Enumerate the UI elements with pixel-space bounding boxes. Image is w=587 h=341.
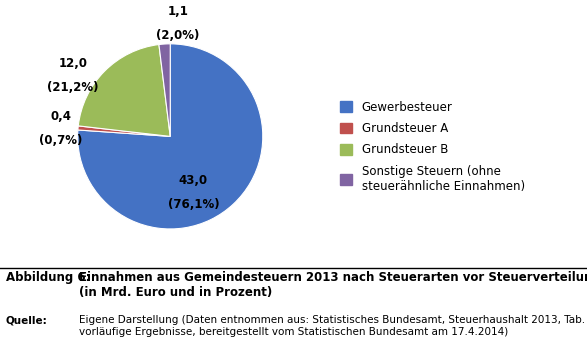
Text: (21,2%): (21,2%)	[48, 81, 99, 94]
Text: Eigene Darstellung (Daten entnommen aus: Statistisches Bundesamt, Steuerhaushalt: Eigene Darstellung (Daten entnommen aus:…	[79, 315, 587, 337]
Text: 0,4: 0,4	[50, 109, 72, 122]
Text: Quelle:: Quelle:	[6, 315, 48, 325]
Legend: Gewerbesteuer, Grundsteuer A, Grundsteuer B, Sonstige Steuern (ohne
steuerähnlic: Gewerbesteuer, Grundsteuer A, Grundsteue…	[340, 101, 525, 193]
Text: (0,7%): (0,7%)	[39, 134, 83, 147]
Wedge shape	[78, 126, 170, 136]
Wedge shape	[159, 44, 170, 136]
Text: Einnahmen aus Gemeindesteuern 2013 nach Steuerarten vor Steuerverteilung
(in Mrd: Einnahmen aus Gemeindesteuern 2013 nach …	[79, 271, 587, 299]
Text: Abbildung 6:: Abbildung 6:	[6, 271, 90, 284]
Text: 12,0: 12,0	[59, 57, 87, 70]
Wedge shape	[77, 44, 263, 229]
Wedge shape	[78, 45, 170, 136]
Text: (2,0%): (2,0%)	[156, 29, 200, 42]
Text: 1,1: 1,1	[167, 5, 188, 18]
Text: (76,1%): (76,1%)	[167, 198, 219, 211]
Text: 43,0: 43,0	[179, 174, 208, 187]
